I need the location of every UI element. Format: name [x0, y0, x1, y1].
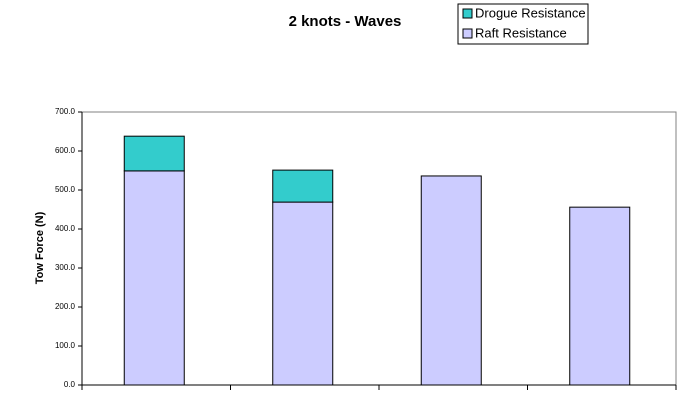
bar-segment	[123, 135, 185, 172]
legend-label: Raft Resistance	[475, 25, 567, 40]
y-tick-label: 200.0	[55, 302, 76, 311]
bar-segment	[272, 169, 334, 203]
y-tick-label: 400.0	[55, 224, 76, 233]
bar-segment	[272, 201, 334, 386]
y-tick-label: 700.0	[55, 107, 76, 116]
y-tick-label: 500.0	[55, 185, 76, 194]
bar-segment	[420, 175, 482, 386]
y-axis-title: Tow Force (N)	[34, 211, 46, 284]
bar-segment	[569, 206, 631, 386]
y-tick-label: 600.0	[55, 146, 76, 155]
legend-label: Drogue Resistance	[475, 5, 586, 20]
chart-title: 2 knots - Waves	[289, 13, 402, 30]
y-tick-label: 0.0	[64, 380, 76, 389]
legend-box	[457, 3, 589, 45]
y-tick-label: 300.0	[55, 263, 76, 272]
legend-swatch	[462, 28, 473, 39]
bar-segment	[123, 170, 185, 386]
legend-swatch	[462, 8, 473, 19]
y-tick-label: 100.0	[55, 341, 76, 350]
